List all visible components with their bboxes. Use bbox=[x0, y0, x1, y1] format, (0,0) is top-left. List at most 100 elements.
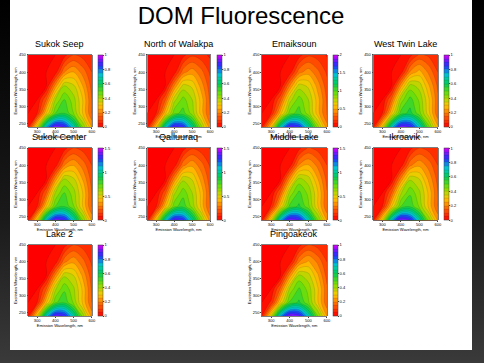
svg-text:250: 250 bbox=[253, 214, 260, 219]
svg-text:300: 300 bbox=[34, 318, 41, 323]
svg-text:450: 450 bbox=[253, 145, 260, 150]
svg-text:450: 450 bbox=[253, 242, 260, 247]
svg-text:0: 0 bbox=[105, 218, 108, 223]
svg-text:0.8: 0.8 bbox=[340, 257, 346, 262]
svg-text:350: 350 bbox=[253, 180, 260, 185]
svg-text:Emission Wavelength, nm: Emission Wavelength, nm bbox=[382, 134, 429, 139]
svg-text:350: 350 bbox=[19, 276, 26, 281]
svg-text:400: 400 bbox=[253, 70, 260, 75]
svg-text:1: 1 bbox=[451, 52, 454, 57]
svg-text:Excitation Wavelength, nm: Excitation Wavelength, nm bbox=[247, 160, 252, 208]
svg-text:300: 300 bbox=[253, 104, 260, 109]
svg-text:Emission Wavelength, nm: Emission Wavelength, nm bbox=[156, 134, 203, 139]
svg-text:1.5: 1.5 bbox=[105, 146, 111, 151]
svg-text:0.8: 0.8 bbox=[105, 67, 111, 72]
svg-text:300: 300 bbox=[19, 293, 26, 298]
svg-text:0: 0 bbox=[340, 313, 343, 318]
svg-text:400: 400 bbox=[364, 163, 371, 168]
svg-text:0: 0 bbox=[105, 124, 108, 129]
svg-text:Ikroavik: Ikroavik bbox=[389, 132, 421, 142]
svg-text:Pingoakeok: Pingoakeok bbox=[270, 229, 318, 239]
svg-text:Emission Wavelength, nm: Emission Wavelength, nm bbox=[271, 227, 318, 232]
svg-text:0.6: 0.6 bbox=[224, 81, 230, 86]
svg-text:600: 600 bbox=[324, 222, 331, 227]
svg-text:300: 300 bbox=[253, 293, 260, 298]
svg-text:400: 400 bbox=[286, 129, 293, 134]
svg-text:0.2: 0.2 bbox=[451, 110, 457, 115]
svg-text:450: 450 bbox=[19, 145, 26, 150]
svg-text:450: 450 bbox=[253, 52, 260, 57]
svg-text:0.4: 0.4 bbox=[340, 285, 346, 290]
svg-text:0.4: 0.4 bbox=[451, 189, 457, 194]
svg-text:500: 500 bbox=[305, 129, 312, 134]
svg-text:500: 500 bbox=[70, 222, 77, 227]
svg-text:600: 600 bbox=[324, 129, 331, 134]
svg-text:300: 300 bbox=[34, 129, 41, 134]
svg-text:0.6: 0.6 bbox=[340, 271, 346, 276]
svg-text:250: 250 bbox=[19, 214, 26, 219]
svg-text:450: 450 bbox=[364, 52, 371, 57]
svg-text:600: 600 bbox=[434, 222, 441, 227]
svg-text:1: 1 bbox=[451, 146, 454, 151]
svg-text:400: 400 bbox=[253, 259, 260, 264]
svg-text:450: 450 bbox=[19, 52, 26, 57]
svg-text:500: 500 bbox=[305, 318, 312, 323]
svg-text:300: 300 bbox=[253, 197, 260, 202]
svg-text:0.5: 0.5 bbox=[340, 194, 346, 199]
svg-text:400: 400 bbox=[52, 129, 59, 134]
svg-text:Emission Wavelength, nm: Emission Wavelength, nm bbox=[271, 323, 318, 328]
svg-text:Excitation Wavelength, nm: Excitation Wavelength, nm bbox=[13, 67, 18, 115]
svg-text:1.5: 1.5 bbox=[224, 146, 230, 151]
svg-text:450: 450 bbox=[138, 145, 145, 150]
svg-text:400: 400 bbox=[52, 318, 59, 323]
svg-text:600: 600 bbox=[434, 129, 441, 134]
svg-text:350: 350 bbox=[138, 180, 145, 185]
svg-text:0.5: 0.5 bbox=[340, 106, 346, 111]
svg-text:1: 1 bbox=[105, 52, 108, 57]
svg-text:Excitation Wavelength, nm: Excitation Wavelength, nm bbox=[132, 67, 137, 115]
svg-text:1: 1 bbox=[340, 88, 343, 93]
svg-text:300: 300 bbox=[379, 222, 386, 227]
svg-text:350: 350 bbox=[19, 180, 26, 185]
svg-text:Emission Wavelength, nm: Emission Wavelength, nm bbox=[37, 227, 84, 232]
svg-text:0.4: 0.4 bbox=[105, 96, 111, 101]
svg-text:0.4: 0.4 bbox=[224, 96, 230, 101]
svg-text:North of Walakpa: North of Walakpa bbox=[144, 39, 213, 49]
svg-text:0.5: 0.5 bbox=[224, 194, 230, 199]
svg-text:400: 400 bbox=[19, 163, 26, 168]
svg-text:350: 350 bbox=[19, 87, 26, 92]
svg-text:350: 350 bbox=[364, 180, 371, 185]
svg-text:400: 400 bbox=[398, 222, 405, 227]
svg-text:400: 400 bbox=[19, 70, 26, 75]
svg-text:0: 0 bbox=[224, 218, 227, 223]
svg-text:450: 450 bbox=[19, 242, 26, 247]
svg-text:1: 1 bbox=[340, 170, 343, 175]
svg-text:400: 400 bbox=[52, 222, 59, 227]
svg-text:600: 600 bbox=[88, 222, 95, 227]
svg-text:300: 300 bbox=[153, 222, 160, 227]
svg-text:1.5: 1.5 bbox=[340, 146, 346, 151]
svg-text:West Twin Lake: West Twin Lake bbox=[374, 39, 437, 49]
svg-text:0: 0 bbox=[340, 218, 343, 223]
svg-text:400: 400 bbox=[138, 70, 145, 75]
svg-text:0.6: 0.6 bbox=[451, 174, 457, 179]
svg-text:Excitation Wavelength, nm: Excitation Wavelength, nm bbox=[358, 160, 363, 208]
svg-text:500: 500 bbox=[70, 129, 77, 134]
svg-text:350: 350 bbox=[364, 87, 371, 92]
svg-text:300: 300 bbox=[364, 197, 371, 202]
svg-text:250: 250 bbox=[364, 121, 371, 126]
svg-text:300: 300 bbox=[268, 129, 275, 134]
svg-text:0.2: 0.2 bbox=[340, 299, 346, 304]
svg-text:500: 500 bbox=[189, 129, 196, 134]
svg-text:0.5: 0.5 bbox=[105, 194, 111, 199]
svg-text:Excitation Wavelength, nm: Excitation Wavelength, nm bbox=[132, 160, 137, 208]
svg-text:Emission Wavelength, nm: Emission Wavelength, nm bbox=[37, 134, 84, 139]
svg-text:0.2: 0.2 bbox=[105, 110, 111, 115]
svg-text:250: 250 bbox=[19, 121, 26, 126]
svg-text:250: 250 bbox=[19, 310, 26, 315]
svg-text:1: 1 bbox=[105, 242, 108, 247]
svg-text:Excitation Wavelength, nm: Excitation Wavelength, nm bbox=[247, 256, 252, 304]
svg-text:400: 400 bbox=[171, 222, 178, 227]
svg-text:1: 1 bbox=[105, 170, 108, 175]
svg-text:2: 2 bbox=[340, 52, 343, 57]
